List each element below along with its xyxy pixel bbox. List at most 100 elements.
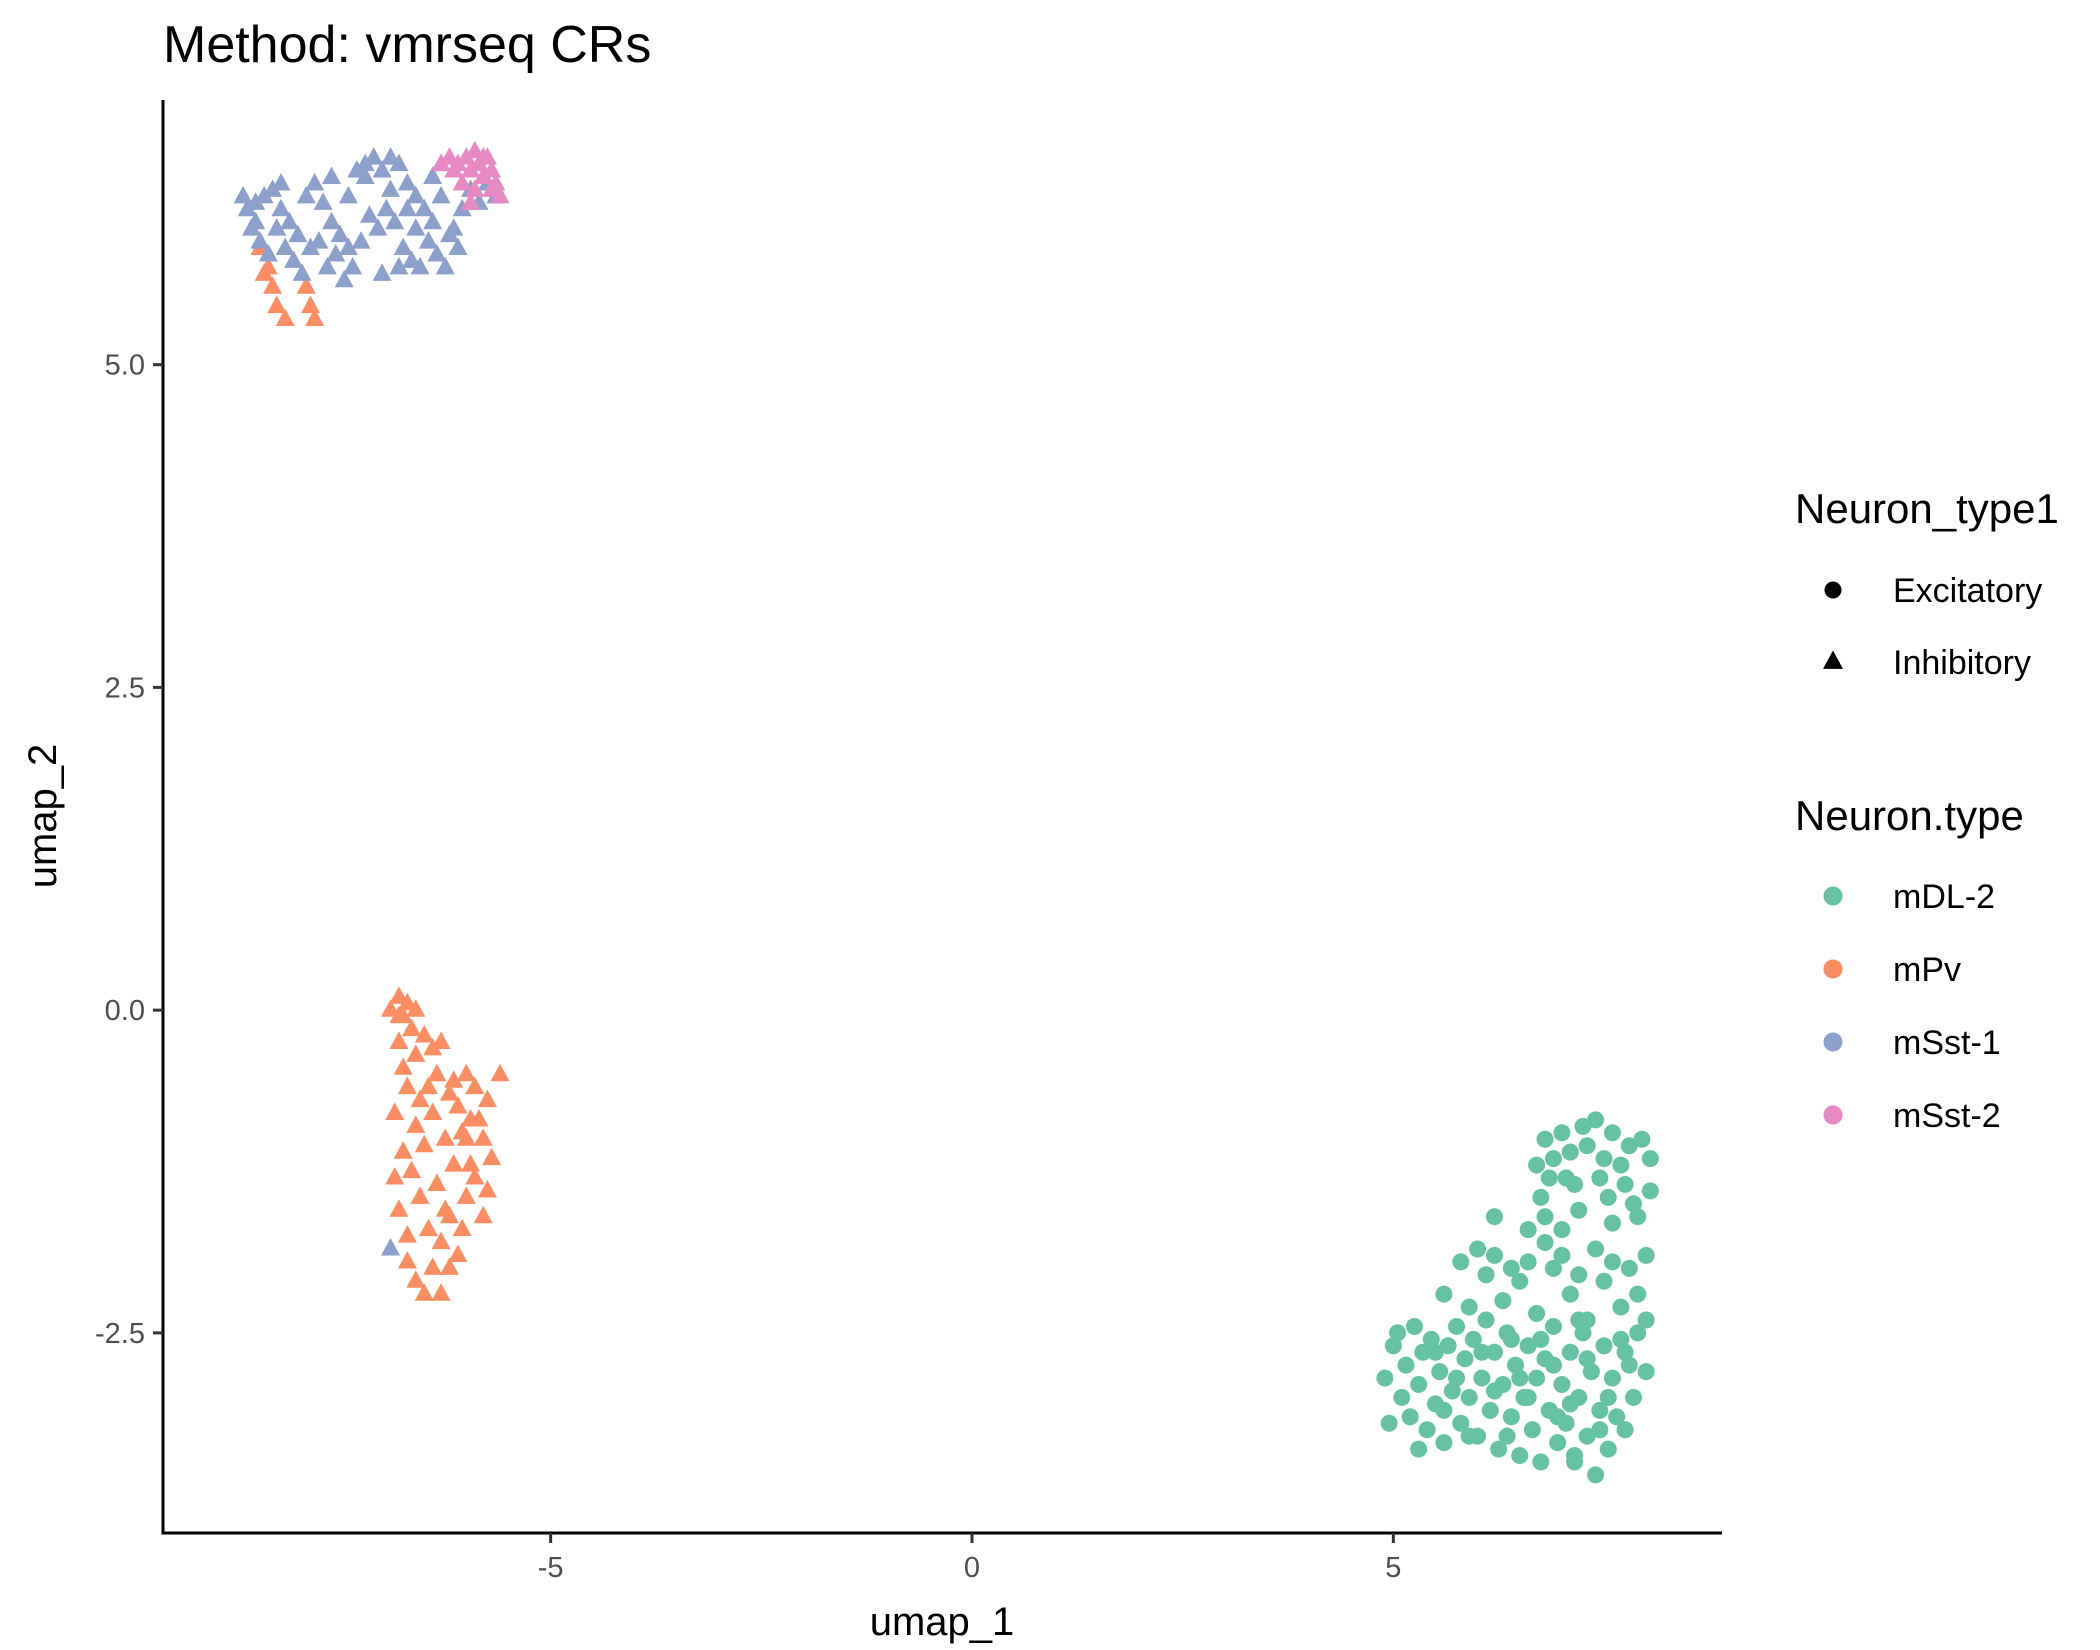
data-point — [1507, 1356, 1525, 1374]
data-point — [444, 1070, 464, 1088]
data-point — [1519, 1221, 1537, 1239]
data-point — [1494, 1292, 1512, 1310]
data-point — [381, 1238, 401, 1256]
data-point — [1519, 1388, 1537, 1406]
data-point — [254, 185, 274, 204]
data-point — [1570, 1201, 1588, 1219]
data-point — [317, 256, 337, 275]
data-point — [385, 1167, 405, 1185]
x-tick-label: 0 — [964, 1552, 980, 1584]
data-point — [414, 1283, 434, 1301]
data-point — [1511, 1272, 1529, 1290]
y-axis-title: umap_2 — [21, 744, 65, 889]
data-point — [1561, 1343, 1579, 1361]
data-point — [355, 166, 375, 185]
data-point — [1595, 1272, 1613, 1290]
color-legend-label: mSst-1 — [1893, 1024, 2001, 1062]
data-point — [1435, 1285, 1453, 1303]
data-point — [473, 166, 493, 185]
data-point — [1587, 1466, 1605, 1484]
data-point — [1410, 1440, 1428, 1458]
data-point — [288, 224, 308, 243]
data-point — [359, 205, 379, 223]
data-point — [1485, 1382, 1503, 1400]
data-point — [473, 1205, 493, 1224]
data-point — [440, 1257, 460, 1275]
data-point — [1528, 1369, 1546, 1387]
data-point — [1629, 1285, 1647, 1303]
data-point — [406, 218, 426, 236]
data-point — [452, 1121, 472, 1140]
data-point — [461, 1108, 481, 1127]
data-point — [389, 153, 409, 172]
legend-triangle-icon — [1823, 650, 1843, 669]
data-point — [1553, 1124, 1571, 1142]
data-point — [267, 295, 287, 314]
data-point — [397, 992, 417, 1011]
data-point — [1452, 1414, 1470, 1432]
data-point — [1549, 1408, 1567, 1426]
series-mDL-2 — [1376, 1111, 1659, 1484]
data-point — [1431, 1363, 1449, 1381]
data-point — [452, 1218, 472, 1237]
data-point — [1511, 1369, 1529, 1387]
data-point — [1625, 1195, 1643, 1213]
color-legend: Neuron.type mDL-2 mPv mSst-1 mSst-2 — [1795, 792, 2024, 1135]
chart-title: Method: vmrseq CRs — [163, 16, 651, 74]
data-point — [338, 185, 358, 204]
data-point — [334, 269, 354, 288]
data-point — [452, 198, 472, 217]
x-axis-title: umap_1 — [870, 1600, 1015, 1644]
data-point — [1557, 1169, 1575, 1187]
data-point — [465, 140, 485, 159]
data-point — [410, 256, 430, 275]
data-point — [1566, 1453, 1584, 1471]
data-point — [246, 192, 266, 210]
data-point — [1582, 1363, 1600, 1381]
data-point — [397, 198, 417, 217]
data-point — [452, 172, 472, 191]
data-point — [410, 1089, 430, 1108]
data-point — [1502, 1259, 1520, 1277]
data-point — [1620, 1356, 1638, 1374]
data-point — [1633, 1130, 1651, 1148]
data-point — [410, 1186, 430, 1204]
data-point — [237, 198, 257, 217]
data-point — [313, 192, 333, 210]
shape-legend-title: Neuron_type1 — [1795, 485, 2059, 532]
data-point — [482, 1147, 502, 1166]
data-point — [418, 1218, 438, 1237]
data-point — [473, 147, 493, 165]
data-point — [406, 1044, 426, 1062]
data-point — [448, 237, 468, 256]
data-point — [1435, 1401, 1453, 1419]
legend-color-swatch — [1823, 886, 1843, 906]
data-point — [1540, 1169, 1558, 1187]
data-point — [1637, 1311, 1655, 1329]
data-point — [1376, 1369, 1394, 1387]
data-point — [1591, 1169, 1609, 1187]
data-point — [1532, 1188, 1550, 1206]
data-point — [263, 276, 283, 294]
series-mSst-2 — [431, 140, 510, 210]
shape-legend-label: Inhibitory — [1893, 644, 2031, 682]
data-point — [1405, 1317, 1423, 1335]
data-point — [1485, 1208, 1503, 1226]
data-point — [456, 147, 476, 165]
data-point — [402, 250, 422, 268]
data-point — [275, 237, 295, 256]
data-point — [431, 1031, 451, 1049]
shape-legend: Neuron_type1 Excitatory Inhibitory — [1795, 485, 2059, 682]
data-point — [1561, 1395, 1579, 1413]
data-point — [423, 211, 443, 230]
data-point — [372, 263, 392, 281]
data-point — [389, 1199, 409, 1217]
data-point — [385, 211, 405, 230]
data-point — [1599, 1440, 1617, 1458]
data-point — [397, 1076, 417, 1095]
data-point — [1397, 1356, 1415, 1374]
data-point — [448, 1244, 468, 1262]
data-point — [389, 986, 409, 1004]
